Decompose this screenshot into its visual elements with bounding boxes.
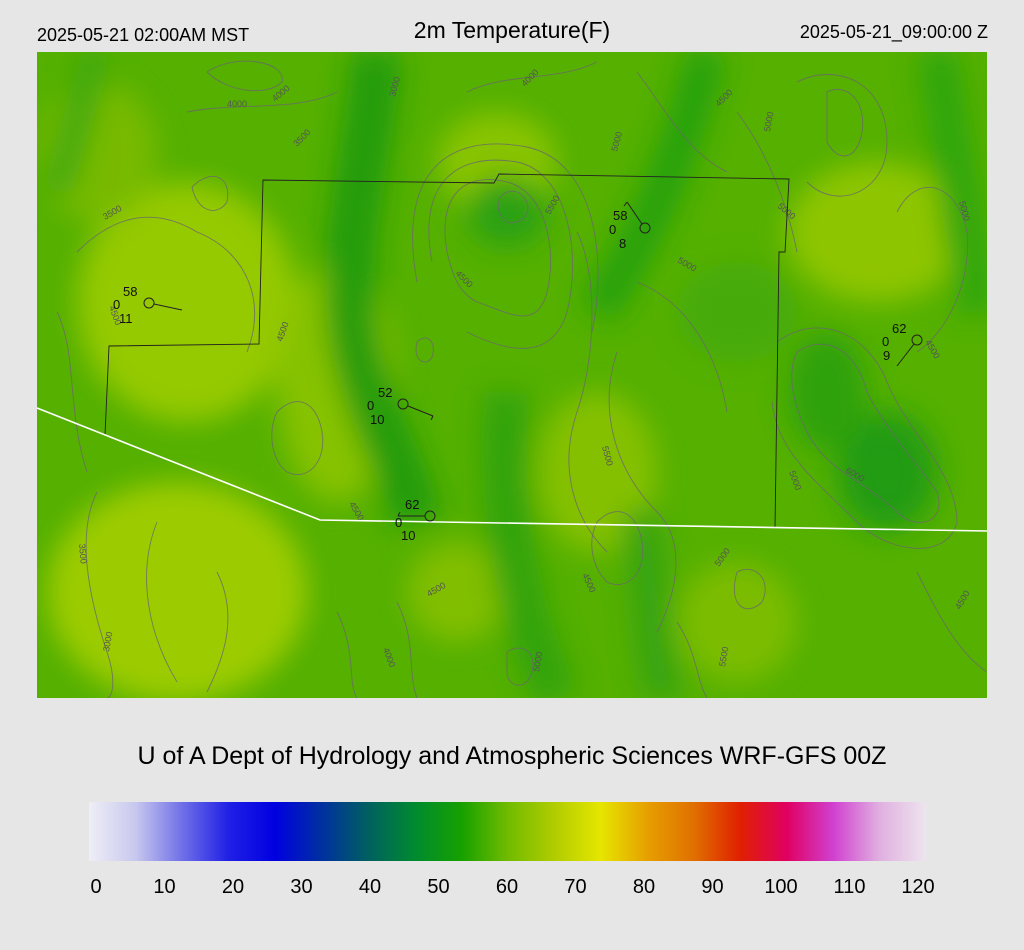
colorbar-tick-label: 60 <box>495 876 519 898</box>
colorbar-tick-label: 70 <box>564 876 587 898</box>
station-marker: 52 0 10 <box>367 385 434 427</box>
county-boundaries <box>104 173 790 529</box>
station-temp: 58 <box>123 284 137 299</box>
station-bottom-value: 10 <box>370 412 384 427</box>
station-marker: 58 0 11 <box>113 284 183 326</box>
colorbar-tick-label: 90 <box>701 876 724 898</box>
temperature-map: 4000 4000 3500 3000 4000 4500 5000 5000 … <box>37 52 987 698</box>
contour-label: 4000 <box>227 99 247 109</box>
colorbar-tick-label: 80 <box>632 876 656 898</box>
contour-label: 3000 <box>101 631 114 652</box>
station-marker: 58 0 8 <box>609 201 651 251</box>
station-left-value: 0 <box>882 334 889 349</box>
station-temp: 62 <box>405 497 419 512</box>
station-temp: 58 <box>613 208 627 223</box>
local-time-label: 2025-05-21 02:00AM MST <box>37 25 250 45</box>
contour-label: 3500 <box>77 543 89 564</box>
state-border-line <box>37 407 987 532</box>
colorbar-tick-label: 0 <box>90 876 102 898</box>
terrain-contours <box>56 60 987 698</box>
station-bottom-value: 11 <box>119 311 133 326</box>
station-marker: 62 0 10 <box>395 497 436 543</box>
colorbar-tick-label: 40 <box>358 876 382 898</box>
valid-time-label: 2025-05-21_09:00:00 Z <box>799 22 988 42</box>
temperature-colorbar <box>89 802 926 861</box>
colorbar-tick-label: 120 <box>901 876 935 898</box>
station-bottom-value: 8 <box>619 236 626 251</box>
contour-label: 5000 <box>531 651 544 672</box>
colorbar-tick-label: 20 <box>221 876 245 898</box>
contour-label: 5500 <box>717 646 730 667</box>
colorbar-tick-label: 100 <box>764 876 798 898</box>
colorbar-tick-label: 50 <box>427 876 450 898</box>
station-marker: 62 0 9 <box>882 321 923 367</box>
colorbar-tick-label: 110 <box>833 876 866 898</box>
station-left-value: 0 <box>113 297 120 312</box>
station-bottom-value: 9 <box>883 348 890 363</box>
station-temp: 52 <box>378 385 392 400</box>
station-left-value: 0 <box>609 222 616 237</box>
station-temp: 62 <box>892 321 906 336</box>
colorbar-tick-label: 30 <box>290 876 313 898</box>
station-left-value: 0 <box>395 515 402 530</box>
colorbar-tick-label: 10 <box>153 876 176 898</box>
contour-label: 5000 <box>762 111 775 132</box>
station-left-value: 0 <box>367 398 374 413</box>
station-bottom-value: 10 <box>401 528 415 543</box>
chart-title: 2m Temperature(F) <box>413 17 611 43</box>
temperature-field <box>37 52 987 698</box>
credit-text: U of A Dept of Hydrology and Atmospheric… <box>137 742 887 770</box>
